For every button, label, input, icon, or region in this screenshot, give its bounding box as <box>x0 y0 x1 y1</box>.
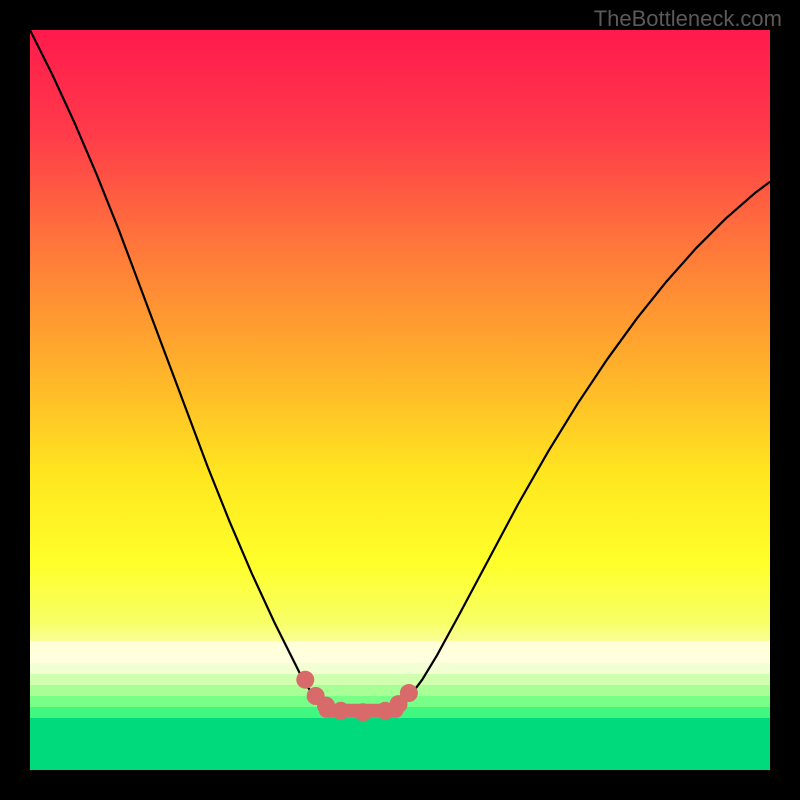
marker-dot <box>354 703 372 721</box>
marker-dot <box>296 671 314 689</box>
marker-dot <box>400 684 418 702</box>
curve-layer <box>30 30 770 770</box>
marker-dot <box>332 702 350 720</box>
watermark-text: TheBottleneck.com <box>594 6 782 32</box>
plot-area <box>30 30 770 770</box>
chart-container: { "watermark": { "text": "TheBottleneck.… <box>0 0 800 800</box>
bottleneck-curve <box>30 30 770 712</box>
